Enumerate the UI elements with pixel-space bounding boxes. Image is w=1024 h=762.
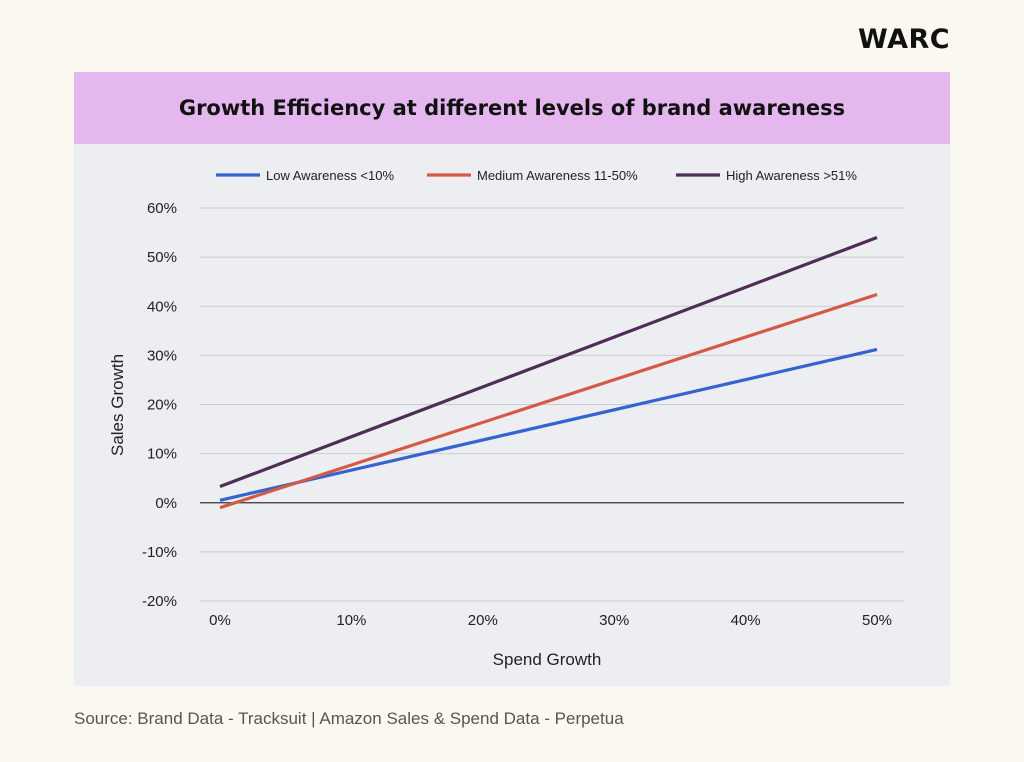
x-tick-label: 30%: [599, 612, 629, 629]
y-tick-label: -10%: [142, 544, 177, 561]
series-lines: [219, 235, 878, 510]
x-axis-label: Spend Growth: [493, 650, 602, 669]
line-chart: Low Awareness <10% Medium Awareness 11-50…: [108, 168, 904, 669]
y-tick-label: 40%: [147, 298, 177, 315]
x-tick-label: 50%: [862, 612, 892, 629]
series-line-2: [219, 292, 878, 510]
source-note: Source: Brand Data - Tracksuit | Amazon …: [74, 709, 624, 728]
legend-label-2: Medium Awareness 11-50%: [477, 168, 638, 183]
y-tick-label: 10%: [147, 446, 177, 463]
gridlines: [200, 207, 904, 602]
series-line-3: [219, 235, 878, 489]
chart-title: Growth Efficiency at different levels of…: [178, 96, 846, 120]
y-tick-label: 0%: [155, 495, 177, 512]
legend-label-3: High Awareness >51%: [726, 168, 857, 183]
y-tick-label: 50%: [147, 249, 177, 266]
x-axis-ticks: 0% 10% 20% 30% 40% 50%: [209, 612, 892, 629]
legend-label-1: Low Awareness <10%: [266, 168, 394, 183]
y-tick-label: 30%: [147, 347, 177, 364]
y-tick-label: 20%: [147, 397, 177, 414]
y-tick-label: 60%: [147, 200, 177, 217]
x-tick-label: 10%: [336, 612, 366, 629]
chart-header: Growth Efficiency at different levels of…: [74, 72, 950, 144]
warc-logo: WARC: [858, 24, 951, 55]
y-axis-ticks: -20% -10% 0% 10% 20% 30% 40% 50% 60%: [142, 200, 177, 610]
series-line-1: [219, 347, 878, 502]
x-tick-label: 0%: [209, 612, 231, 629]
y-axis-label: Sales Growth: [108, 354, 127, 456]
x-tick-label: 20%: [468, 612, 498, 629]
y-tick-label: -20%: [142, 593, 177, 610]
x-tick-label: 40%: [731, 612, 761, 629]
chart-legend: Low Awareness <10% Medium Awareness 11-50…: [216, 168, 857, 183]
